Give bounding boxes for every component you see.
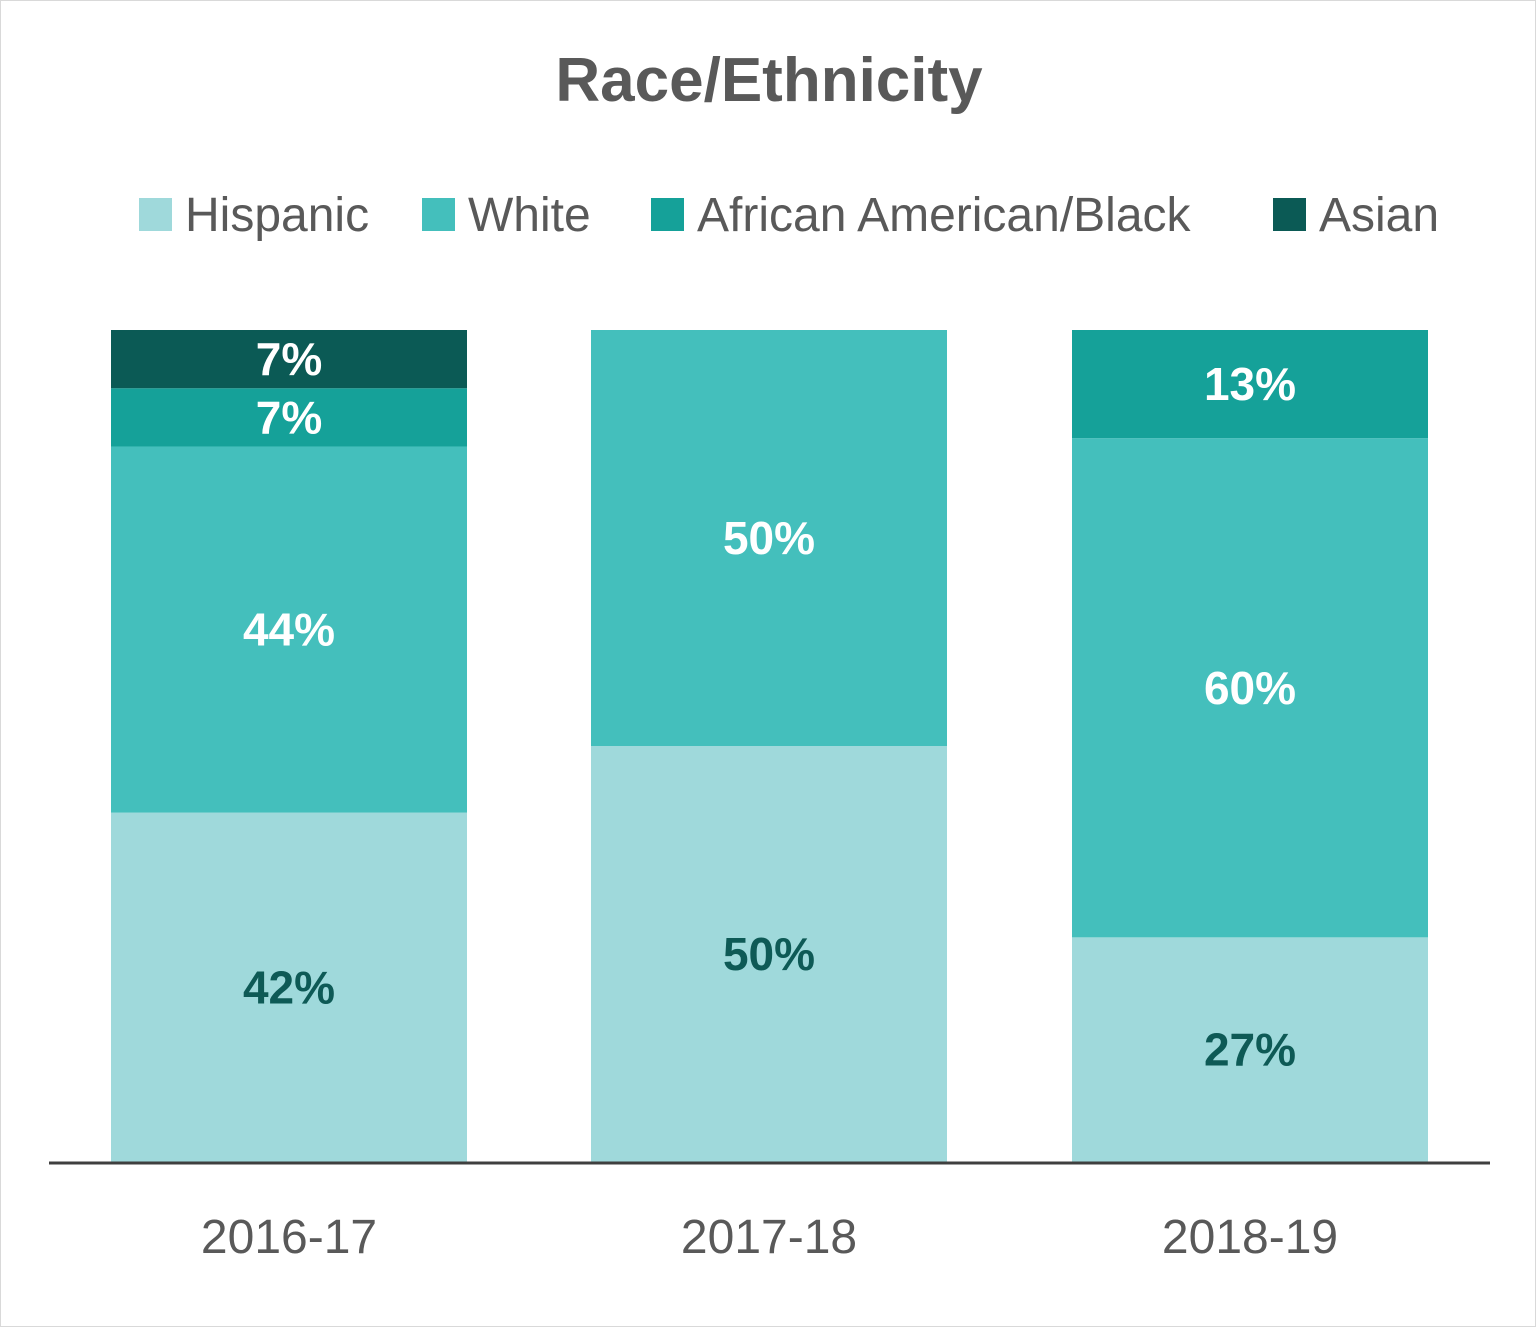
legend-swatch-african-american-black [651, 198, 684, 231]
legend-item-asian: Asian [1273, 189, 1439, 242]
legend-swatch-asian [1273, 198, 1306, 231]
bar-white-2017-18 [591, 330, 947, 746]
bar-hispanic-2017-18 [591, 746, 947, 1162]
legend-item-white: White [422, 189, 591, 242]
data-label-hispanic-2018-19: 27% [1204, 1024, 1296, 1076]
data-label-white-2017-18: 50% [723, 512, 815, 564]
bar-hispanic-2018-19 [1072, 937, 1428, 1162]
data-label-hispanic-2016-17: 42% [243, 961, 335, 1013]
bar-african-american-black-2016-17 [111, 388, 467, 447]
bar-stack-2017-18: 50% 50% [591, 330, 947, 1162]
x-tick-label-2018-19: 2018-19 [1162, 1211, 1338, 1264]
plot-area: 42% 44% 7% 7% 50% 50% 27% 60% 13% [111, 330, 1428, 1162]
bar-stack-2018-19: 27% 60% 13% [1072, 330, 1428, 1162]
x-tick-label-2016-17: 2016-17 [201, 1211, 377, 1264]
legend-item-hispanic: Hispanic [139, 189, 369, 242]
bar-asian-2016-17 [111, 330, 467, 389]
legend-label-asian: Asian [1319, 189, 1439, 242]
x-axis-tick-labels: 2016-17 2017-18 2018-19 [201, 1211, 1338, 1264]
data-label-white-2016-17: 44% [243, 604, 335, 656]
legend-swatch-hispanic [139, 198, 172, 231]
bar-stack-2016-17: 42% 44% 7% 7% [111, 330, 467, 1162]
data-label-african-american-black-2016-17: 7% [256, 391, 322, 443]
bar-african-american-black-2018-19 [1072, 330, 1428, 439]
legend-item-african-american-black: African American/Black [651, 189, 1192, 242]
legend-label-hispanic: Hispanic [185, 189, 369, 242]
data-label-african-american-black-2018-19: 13% [1204, 358, 1296, 410]
legend-swatch-white [422, 198, 455, 231]
data-label-hispanic-2017-18: 50% [723, 928, 815, 980]
bar-white-2016-17 [111, 446, 467, 813]
x-tick-label-2017-18: 2017-18 [681, 1211, 857, 1264]
legend-label-african-american-black: African American/Black [697, 189, 1192, 242]
bar-hispanic-2016-17 [111, 812, 467, 1162]
bar-white-2018-19 [1072, 438, 1428, 938]
data-label-asian-2016-17: 7% [256, 333, 322, 385]
data-label-white-2018-19: 60% [1204, 662, 1296, 714]
legend-label-white: White [468, 189, 591, 242]
legend: Hispanic White African American/Black Asian [139, 189, 1439, 242]
chart-title: Race/Ethnicity [555, 46, 983, 115]
